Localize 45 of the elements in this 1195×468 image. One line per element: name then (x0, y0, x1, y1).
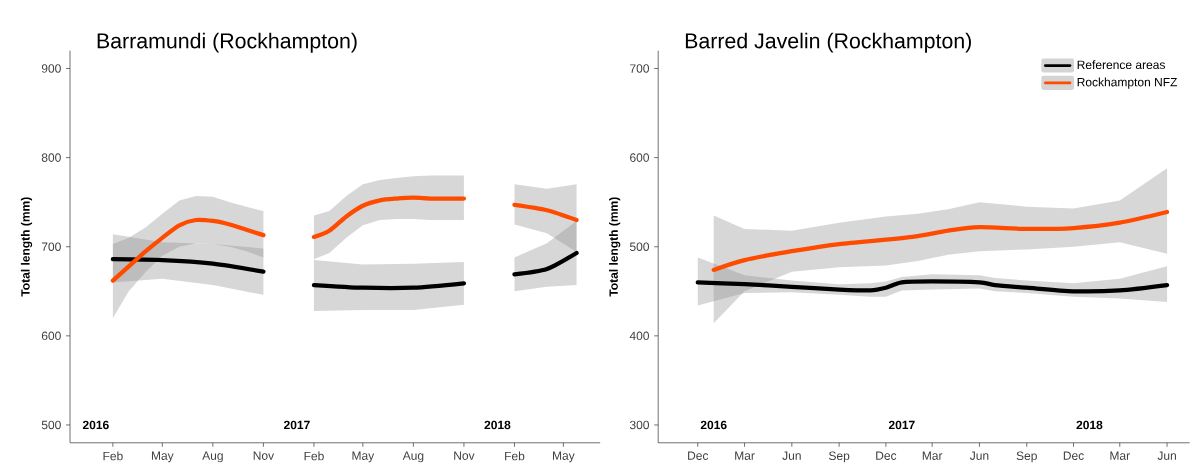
y-tick-label: 500 (629, 242, 650, 251)
annotation: 2018 (1076, 420, 1103, 430)
annotation: 2017 (888, 420, 915, 430)
legend-label: Rockhampton NFZ (1077, 77, 1178, 89)
x-tick-label: Nov (253, 451, 275, 460)
x-tick-label: Sep (828, 451, 850, 463)
chart-title: Barred Javelin (Rockhampton) (685, 32, 971, 53)
x-tick-label: Dec (688, 451, 709, 460)
line-series (711, 209, 1170, 272)
x-tick-label: Aug (202, 451, 223, 463)
line-series (695, 279, 1170, 294)
y-tick-label: 500 (41, 420, 61, 430)
y-tick-label: 900 (41, 64, 61, 73)
y-tick-label: 700 (630, 64, 650, 73)
x-tick-label: Dec (876, 451, 897, 460)
x-tick-label: Jun (782, 451, 801, 460)
chart-title: Barramundi (Rockhampton) (97, 32, 357, 53)
y-axis-title: Total length (mm) (20, 197, 33, 297)
x-tick-label: Feb (103, 451, 123, 461)
x-tick-label: Dec (1063, 451, 1084, 460)
y-tick-label: 700 (41, 242, 61, 251)
y-tick-label: 300 (629, 420, 650, 430)
x-tick-label: Mar (735, 451, 755, 460)
legend-label: Reference areas (1077, 60, 1165, 69)
x-tick-label: Mar (1110, 451, 1130, 460)
x-tick-label: Feb (505, 451, 525, 461)
x-tick-label: Mar (922, 451, 943, 460)
annotation: 2018 (484, 420, 511, 430)
y-axis-title: Total length (mm) (609, 197, 621, 297)
annotation: 2016 (700, 420, 727, 430)
annotation: 2017 (283, 420, 310, 430)
x-tick-label: May (352, 451, 375, 463)
y-tick-label: 600 (630, 153, 650, 162)
x-tick-label: May (151, 451, 174, 463)
x-tick-label: Jun (1157, 451, 1176, 460)
y-tick-label: 600 (41, 331, 61, 341)
y-tick-label: 400 (629, 331, 650, 341)
x-tick-label: May (553, 451, 575, 463)
x-tick-label: Feb (304, 451, 324, 461)
annotation: 2016 (82, 420, 109, 430)
x-tick-label: Aug (402, 451, 424, 463)
x-tick-label: Sep (1016, 451, 1037, 463)
x-tick-label: Nov (454, 451, 475, 460)
x-tick-label: Jun (969, 451, 989, 460)
y-tick-label: 800 (41, 153, 61, 162)
